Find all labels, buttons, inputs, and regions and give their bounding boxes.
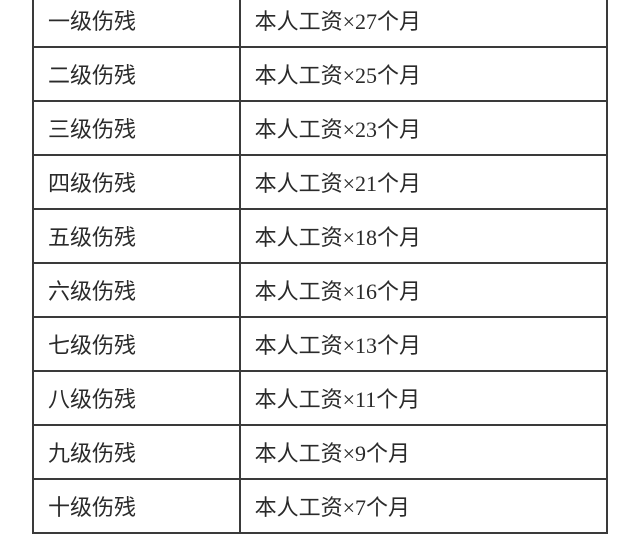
compensation-cell: 本人工资×11个月 xyxy=(240,371,607,425)
table-body: 一级伤残 本人工资×27个月 二级伤残 本人工资×25个月 三级伤残 本人工资×… xyxy=(33,0,607,533)
compensation-cell: 本人工资×27个月 xyxy=(240,0,607,47)
table-row: 一级伤残 本人工资×27个月 xyxy=(33,0,607,47)
level-cell: 三级伤残 xyxy=(33,101,240,155)
level-cell: 六级伤残 xyxy=(33,263,240,317)
level-cell: 九级伤残 xyxy=(33,425,240,479)
level-cell: 十级伤残 xyxy=(33,479,240,533)
level-cell: 一级伤残 xyxy=(33,0,240,47)
table-row: 五级伤残 本人工资×18个月 xyxy=(33,209,607,263)
table-row: 八级伤残 本人工资×11个月 xyxy=(33,371,607,425)
table-row: 七级伤残 本人工资×13个月 xyxy=(33,317,607,371)
compensation-cell: 本人工资×16个月 xyxy=(240,263,607,317)
table-row: 二级伤残 本人工资×25个月 xyxy=(33,47,607,101)
compensation-cell: 本人工资×21个月 xyxy=(240,155,607,209)
level-cell: 七级伤残 xyxy=(33,317,240,371)
compensation-cell: 本人工资×9个月 xyxy=(240,425,607,479)
level-cell: 二级伤残 xyxy=(33,47,240,101)
table-row: 三级伤残 本人工资×23个月 xyxy=(33,101,607,155)
table-row: 九级伤残 本人工资×9个月 xyxy=(33,425,607,479)
level-cell: 四级伤残 xyxy=(33,155,240,209)
compensation-cell: 本人工资×25个月 xyxy=(240,47,607,101)
table-row: 六级伤残 本人工资×16个月 xyxy=(33,263,607,317)
table-row: 十级伤残 本人工资×7个月 xyxy=(33,479,607,533)
compensation-table-container: 一级伤残 本人工资×27个月 二级伤残 本人工资×25个月 三级伤残 本人工资×… xyxy=(32,0,608,534)
compensation-cell: 本人工资×7个月 xyxy=(240,479,607,533)
compensation-table: 一级伤残 本人工资×27个月 二级伤残 本人工资×25个月 三级伤残 本人工资×… xyxy=(32,0,608,534)
compensation-cell: 本人工资×18个月 xyxy=(240,209,607,263)
level-cell: 五级伤残 xyxy=(33,209,240,263)
compensation-cell: 本人工资×23个月 xyxy=(240,101,607,155)
table-row: 四级伤残 本人工资×21个月 xyxy=(33,155,607,209)
compensation-cell: 本人工资×13个月 xyxy=(240,317,607,371)
level-cell: 八级伤残 xyxy=(33,371,240,425)
